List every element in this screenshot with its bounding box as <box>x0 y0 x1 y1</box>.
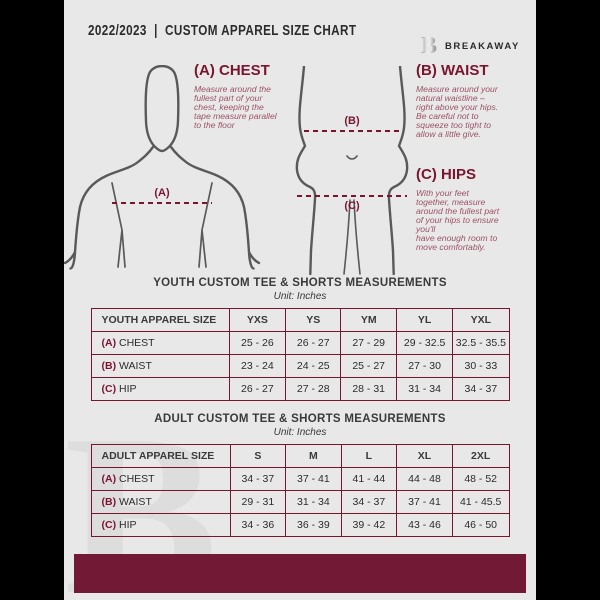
svg-text:(B): (B) <box>344 115 360 127</box>
svg-text:B: B <box>421 34 437 58</box>
svg-text:(A): (A) <box>154 187 170 199</box>
svg-text:(C): (C) <box>344 200 360 212</box>
